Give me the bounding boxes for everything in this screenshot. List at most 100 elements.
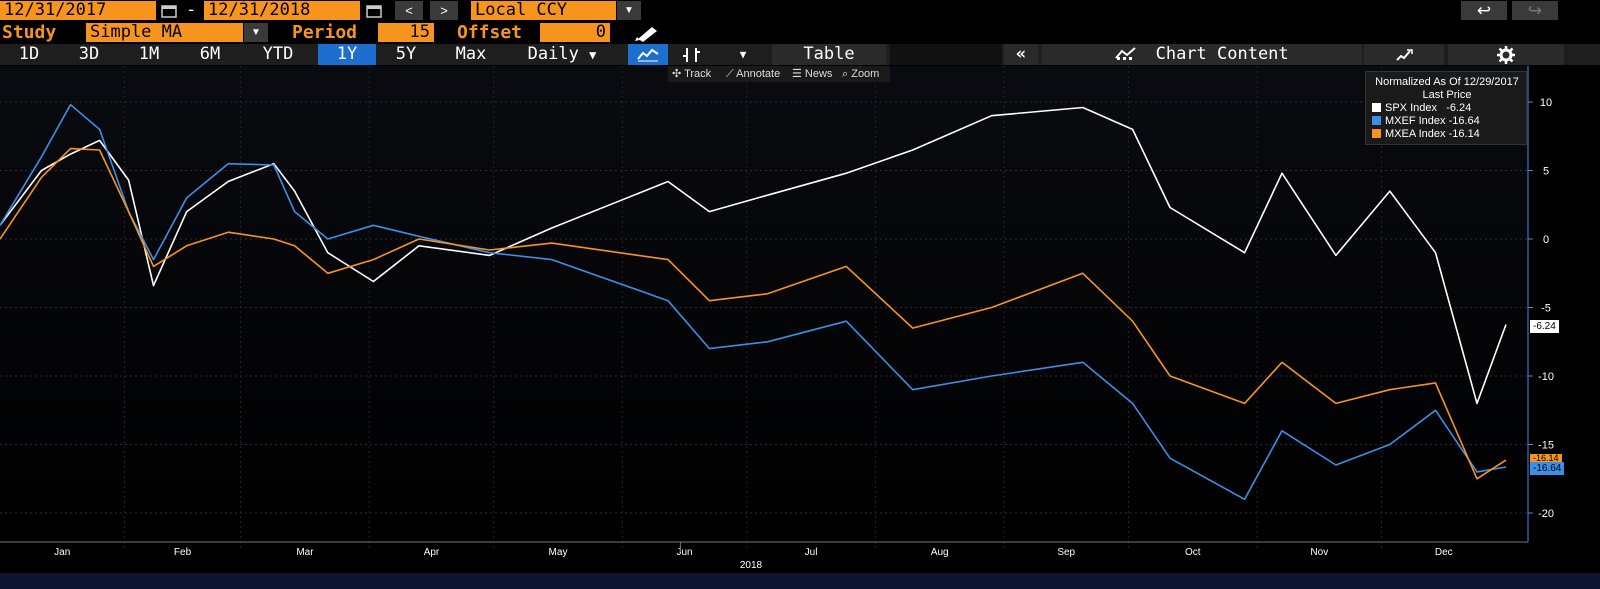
next-period-button[interactable]: > <box>430 1 458 20</box>
toolbar-spacer <box>890 44 1002 65</box>
undo-button[interactable]: ↩ <box>1461 1 1507 20</box>
line-chart-icon[interactable] <box>628 44 668 65</box>
offset-label: Offset <box>457 22 523 43</box>
legend-series-name: MXEA Index <box>1385 128 1446 140</box>
y-tick-label: 0 <box>1543 234 1549 246</box>
frequency-select[interactable]: Daily ▼ <box>512 44 612 65</box>
legend-swatch <box>1372 103 1381 112</box>
chart-subtoolbar: ✣ Track ⟋ Annotate ☰ News ⌕ Zoom <box>668 66 890 82</box>
calendar-icon[interactable] <box>365 3 383 18</box>
y-tick-label: -20 <box>1538 508 1554 520</box>
x-tick-label: Apr <box>424 547 440 558</box>
y-tick-label: -5 <box>1541 303 1551 315</box>
y-tick-label: 5 <box>1543 166 1549 178</box>
news-button[interactable]: ☰ News <box>792 68 833 80</box>
range-button-max[interactable]: Max <box>440 44 502 65</box>
series-line-mxea[interactable] <box>0 147 1507 480</box>
x-tick-label: Mar <box>296 547 314 558</box>
x-axis: Jan Feb Mar Apr May Jun Jul Aug Sep Oct Nov Dec <box>54 542 1453 558</box>
track-button[interactable]: ✣ Track <box>672 68 712 80</box>
redo-button[interactable]: ↪ <box>1512 1 1558 20</box>
frequency-label: Daily <box>527 44 579 64</box>
range-button-ytd[interactable]: YTD <box>244 44 312 65</box>
collapse-icon[interactable]: « <box>1004 44 1038 65</box>
study-toolbar: Study Simple MA ▼ Period 15 Offset 0 <box>0 22 1600 43</box>
start-date-field[interactable]: 12/31/2017 <box>0 1 156 20</box>
series-lines <box>0 103 1507 501</box>
gridlines <box>0 66 1528 548</box>
zoom-button[interactable]: ⌕ Zoom <box>842 68 880 80</box>
price-chart[interactable]: 10 5 0 -5 -10 -15 -20 Jan Feb Mar Apr May Jun Jul Aug… <box>0 66 1600 573</box>
legend-subtitle: Last Price <box>1422 89 1472 101</box>
legend-item-mxef[interactable]: MXEF Index -16.64 <box>1372 115 1480 128</box>
gear-icon[interactable] <box>1448 44 1564 65</box>
zoom-label: Zoom <box>851 68 880 80</box>
range-button-1y[interactable]: 1Y <box>318 44 376 65</box>
range-button-5y[interactable]: 5Y <box>380 44 432 65</box>
legend-series-value: -16.64 <box>1448 115 1480 127</box>
x-tick-label: Oct <box>1185 547 1201 558</box>
range-button-1d[interactable]: 1D <box>2 44 56 65</box>
date-separator: - <box>186 0 197 20</box>
legend-series-name: MXEF Index <box>1385 115 1446 127</box>
chart-content-icon <box>1115 47 1137 60</box>
legend-title: Normalized As Of 12/29/2017 <box>1375 76 1519 88</box>
currency-select[interactable]: Local CCY <box>471 1 616 20</box>
legend-item-spx[interactable]: SPX Index -6.24 <box>1372 102 1471 115</box>
chart-type-dropdown[interactable]: ▼ <box>722 44 764 65</box>
x-tick-label: Jul <box>805 547 818 558</box>
range-button-1m[interactable]: 1M <box>122 44 176 65</box>
spx-last-value-tag: -6.24 <box>1530 320 1559 333</box>
range-button-3d[interactable]: 3D <box>62 44 116 65</box>
chart-legend: Normalized As Of 12/29/2017 Last Price S… <box>1365 71 1527 145</box>
mxef-last-value-tag: -16.64 <box>1530 462 1565 475</box>
y-axis: 10 5 0 -5 -10 -15 -20 <box>1528 97 1554 520</box>
series-line-spx[interactable] <box>0 106 1507 405</box>
x-tick-label: Dec <box>1435 547 1453 558</box>
legend-item-mxea[interactable]: MXEA Index -16.14 <box>1372 128 1480 141</box>
y-tick-label: 10 <box>1540 97 1552 109</box>
x-tick-label: Jan <box>54 547 70 558</box>
chart-content-button[interactable]: Chart Content <box>1042 44 1362 65</box>
study-dropdown-arrow[interactable]: ▼ <box>244 23 268 42</box>
x-tick-label: Sep <box>1057 547 1075 558</box>
y-tick-label: -15 <box>1538 440 1554 452</box>
prev-period-button[interactable]: < <box>395 1 423 20</box>
chevron-down-icon: ▼ <box>589 48 597 62</box>
chart-content-label: Chart Content <box>1155 44 1289 64</box>
x-tick-label: May <box>549 547 568 558</box>
annotate-button[interactable]: ⟋ Annotate <box>726 68 781 80</box>
series-line-mxef[interactable] <box>0 103 1507 501</box>
track-label: Track <box>684 68 712 80</box>
range-button-6m[interactable]: 6M <box>182 44 238 65</box>
status-bar <box>0 573 1600 589</box>
annotate-label: Annotate <box>736 68 781 80</box>
x-tick-label: Jun <box>676 547 692 558</box>
news-label: News <box>804 68 833 80</box>
mxea-last-value-tag: -16.14 <box>1530 454 1562 463</box>
table-button[interactable]: Table <box>772 44 886 65</box>
x-tick-label: Feb <box>174 547 192 558</box>
legend-series-value: -16.14 <box>1448 128 1480 140</box>
legend-swatch <box>1372 129 1381 138</box>
calendar-icon[interactable] <box>160 3 178 18</box>
x-axis-label: 2018 <box>740 560 763 571</box>
study-select[interactable]: Simple MA <box>86 23 243 42</box>
range-toolbar: 1D 3D 1M 6M YTD 1Y 5Y Max Daily ▼ ▼ Table « Cha… <box>0 44 1600 65</box>
legend-series-name: SPX Index <box>1385 102 1437 114</box>
offset-field[interactable]: 0 <box>540 23 610 42</box>
plot-area <box>0 66 1528 542</box>
edit-chart-icon[interactable] <box>1364 44 1444 65</box>
end-date-field[interactable]: 12/31/2018 <box>204 1 360 20</box>
legend-series-value: -6.24 <box>1446 102 1472 114</box>
candlestick-icon[interactable] <box>672 44 712 65</box>
pen-icon[interactable] <box>632 24 662 42</box>
period-label: Period <box>292 22 358 43</box>
x-tick-label: Nov <box>1310 547 1328 558</box>
date-toolbar: 12/31/2017 - 12/31/2018 < > Local CCY ▼ … <box>0 0 1600 21</box>
study-label: Study <box>2 22 57 43</box>
y-tick-label: -10 <box>1538 371 1554 383</box>
x-tick-label: Aug <box>931 547 949 558</box>
period-field[interactable]: 15 <box>378 23 434 42</box>
currency-dropdown-arrow[interactable]: ▼ <box>617 1 641 20</box>
